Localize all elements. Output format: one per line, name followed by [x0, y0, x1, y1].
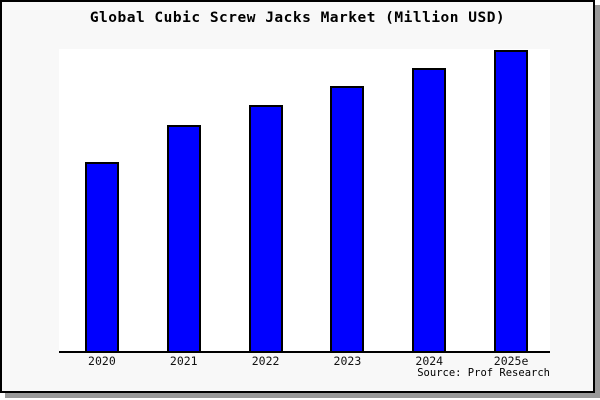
- figure-frame: Global Cubic Screw Jacks Market (Million…: [0, 0, 595, 393]
- source-note: Source: Prof Research: [417, 367, 550, 379]
- x-tick-label-2025e: 2025e: [493, 354, 529, 368]
- bar-2021: [166, 125, 201, 351]
- bar-2022: [248, 105, 283, 351]
- bar-2023: [330, 86, 365, 351]
- bar-2020: [84, 162, 119, 351]
- plot-area: [59, 49, 550, 353]
- bar-2024: [412, 68, 447, 351]
- x-tick-label-2020: 2020: [88, 354, 116, 368]
- x-tick-label-2023: 2023: [333, 354, 362, 368]
- chart-title: Global Cubic Screw Jacks Market (Million…: [89, 10, 506, 26]
- x-tick-label-2021: 2021: [169, 354, 198, 368]
- bar-2025e: [494, 50, 529, 351]
- x-tick-label-2024: 2024: [415, 354, 444, 368]
- x-tick-label-2022: 2022: [251, 354, 280, 368]
